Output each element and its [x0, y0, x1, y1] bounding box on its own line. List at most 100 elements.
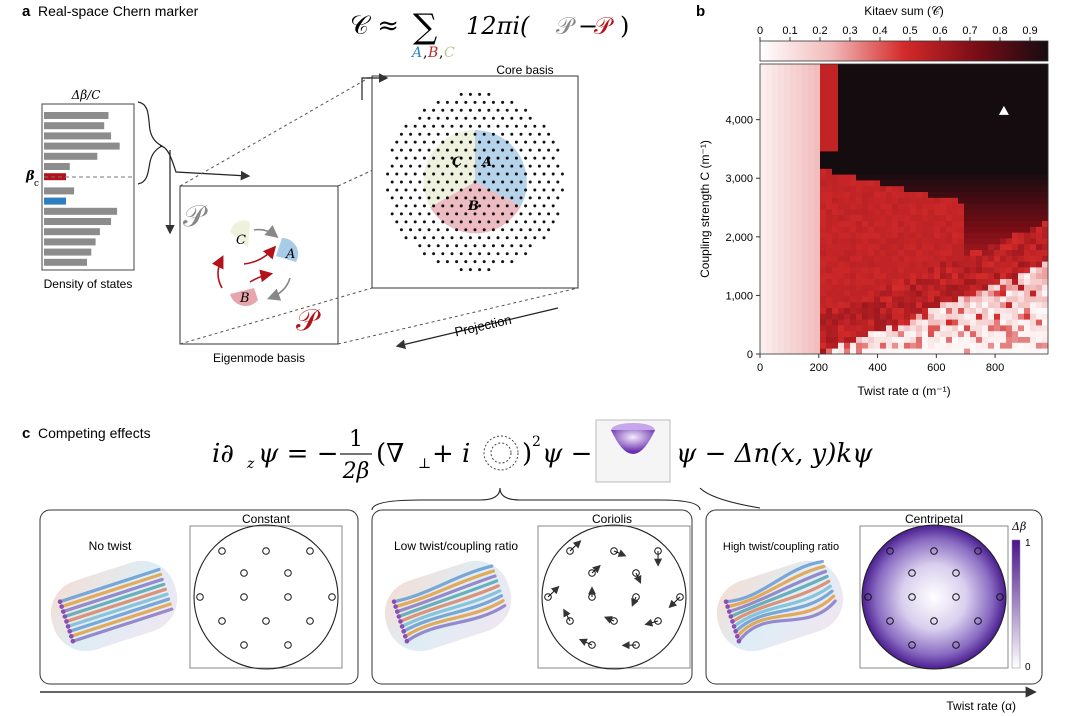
heatmap-cell — [826, 174, 833, 181]
x-tick-label: 400 — [868, 362, 886, 374]
heatmap-cell — [970, 174, 977, 181]
heatmap-cell — [784, 296, 791, 303]
heatmap-cell — [886, 319, 893, 326]
heatmap-cell — [940, 261, 947, 268]
heatmap-cell — [796, 81, 803, 88]
heatmap-cell — [988, 261, 995, 268]
heatmap-cell — [970, 284, 977, 291]
heatmap-cell — [988, 197, 995, 204]
heatmap-cell — [958, 243, 965, 250]
colorbar-tick-label: 0.8 — [992, 25, 1007, 37]
heatmap-cell — [844, 249, 851, 256]
heatmap-cell — [970, 122, 977, 129]
heatmap-cell — [1012, 255, 1019, 262]
fiber-core — [328, 593, 336, 601]
heatmap-cell — [970, 272, 977, 279]
heatmap-cell — [964, 168, 971, 175]
lattice-site — [491, 196, 495, 200]
heatmap-cell — [952, 162, 959, 169]
heatmap-cell — [772, 243, 779, 250]
heatmap-cell — [808, 127, 815, 134]
heatmap-cell — [922, 185, 929, 192]
heatmap-cell — [766, 238, 773, 245]
lattice-site — [533, 172, 537, 176]
heatmap-cell — [874, 145, 881, 152]
fiber-core — [864, 593, 872, 601]
heatmap-cell — [862, 255, 869, 262]
heatmap-cell — [874, 191, 881, 198]
heatmap-cell — [850, 127, 857, 134]
heatmap-cell — [1000, 185, 1007, 192]
lattice-site — [413, 124, 417, 128]
heatmap-cell — [772, 139, 779, 146]
fiber-core — [306, 547, 314, 555]
fiber-core — [196, 593, 204, 601]
heatmap-cell — [1000, 174, 1007, 181]
lattice-site — [533, 156, 537, 160]
heatmap-cell — [1030, 185, 1037, 192]
heatmap-cell — [940, 156, 947, 163]
heatmap-cell — [844, 116, 851, 123]
heatmap-cell — [778, 93, 785, 100]
heatmap-cell — [886, 87, 893, 94]
heatmap-cell — [1012, 348, 1019, 355]
lattice-site — [455, 116, 459, 120]
heatmap-cell — [988, 156, 995, 163]
heatmap-cell — [778, 75, 785, 82]
heatmap-cell — [814, 336, 821, 343]
heatmap-cell — [952, 87, 959, 94]
heatmap-cell — [1024, 267, 1031, 274]
panel-c-letter: c — [22, 425, 30, 442]
heatmap-cell — [778, 348, 785, 355]
heatmap-cell — [796, 87, 803, 94]
heatmap-cell — [796, 330, 803, 337]
strand-end — [393, 604, 398, 609]
heatmap-cell — [970, 214, 977, 221]
heatmap-cell — [1042, 226, 1049, 233]
heatmap-cell — [844, 261, 851, 268]
heatmap-cell — [820, 133, 827, 140]
heatmap-cell — [970, 75, 977, 82]
heatmap-cell — [844, 214, 851, 221]
heatmap-cell — [766, 301, 773, 308]
heatmap-cell — [982, 162, 989, 169]
heatmap-cell — [940, 191, 947, 198]
heatmap-cell — [802, 191, 809, 198]
heatmap-cell — [874, 203, 881, 210]
heatmap-cell — [916, 156, 923, 163]
heatmap-cell — [892, 203, 899, 210]
heatmap-cell — [1012, 209, 1019, 216]
heatmap-cell — [946, 64, 953, 71]
heatmap-cell — [1042, 249, 1049, 256]
core-basis-label: Core basis — [496, 63, 553, 77]
heatmap-cell — [790, 284, 797, 291]
heatmap-cell — [988, 93, 995, 100]
heatmap-cell — [1006, 209, 1013, 216]
heatmap-cell — [940, 255, 947, 262]
heatmap-cell — [976, 98, 983, 105]
lattice-site — [491, 212, 495, 216]
heatmap-cell — [778, 307, 785, 314]
eq-lhs: i∂ — [212, 439, 234, 469]
heatmap-cell — [994, 214, 1001, 221]
heatmap-cell — [796, 110, 803, 117]
heatmap-cell — [958, 336, 965, 343]
heatmap-cell — [988, 133, 995, 140]
heatmap-cell — [1018, 226, 1025, 233]
heatmap-cell — [766, 342, 773, 349]
heatmap-cell — [772, 75, 779, 82]
heatmap-cell — [1006, 64, 1013, 71]
heatmap-cell — [910, 261, 917, 268]
heatmap-cell — [970, 197, 977, 204]
lattice-site — [436, 228, 440, 232]
lattice-site — [455, 180, 459, 184]
heatmap-cell — [940, 278, 947, 285]
heatmap-cell — [910, 336, 917, 343]
heatmap-cell — [940, 319, 947, 326]
eq-lhs-sub: z — [246, 456, 255, 472]
heatmap-cell — [970, 156, 977, 163]
heatmap-cell — [1030, 267, 1037, 274]
heatmap-cell — [1024, 243, 1031, 250]
heatmap-cell — [922, 174, 929, 181]
heatmap-cell — [766, 191, 773, 198]
